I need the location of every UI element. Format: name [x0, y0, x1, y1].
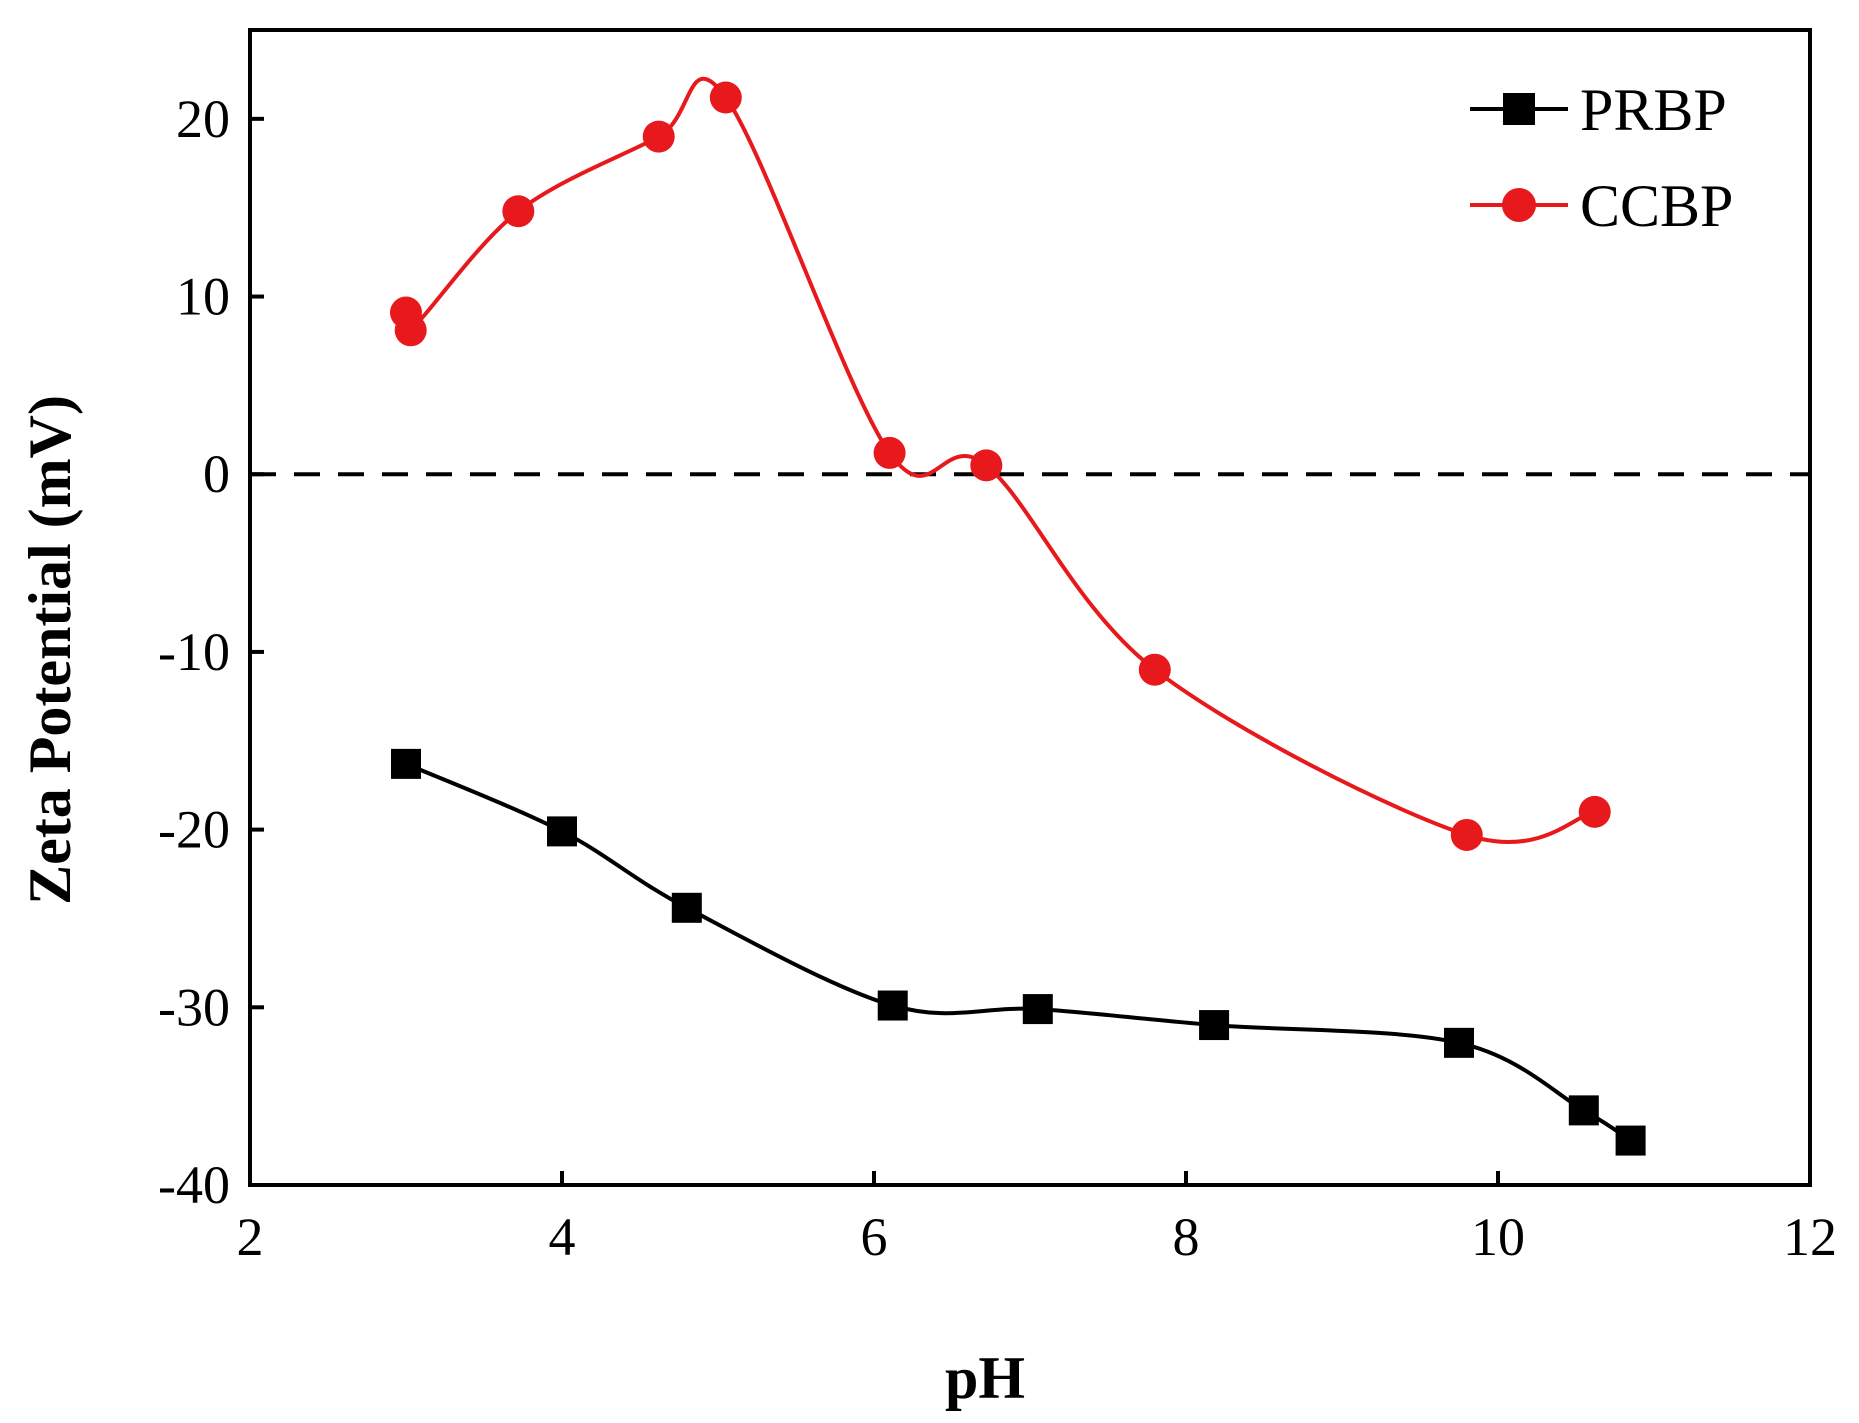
legend-label-ccbp: CCBP [1580, 173, 1733, 239]
data-point-prbp [1615, 1125, 1646, 1156]
data-point-prbp [671, 892, 702, 923]
data-point-ccbp [709, 81, 742, 114]
data-point-ccbp [502, 195, 535, 228]
series-line-prbp [405, 762, 1632, 1143]
x-tick-label: 12 [1783, 1207, 1837, 1267]
data-point-prbp [877, 990, 908, 1021]
plot-frame [248, 28, 1812, 1187]
x-axis-title: pH [945, 1345, 1025, 1411]
legend-label-prbp: PRBP [1580, 77, 1727, 143]
legend-marker-ccbp [1502, 188, 1536, 222]
y-axis-title: Zeta Potential (mV) [17, 395, 83, 905]
data-point-ccbp [1450, 818, 1483, 851]
data-point-ccbp [394, 314, 427, 347]
data-point-ccbp [1578, 795, 1611, 828]
data-point-ccbp [873, 436, 906, 469]
data-point-prbp [1199, 1010, 1230, 1041]
y-tick-label: -30 [158, 977, 230, 1037]
data-point-prbp [1444, 1027, 1474, 1058]
y-tick-label: 20 [176, 89, 230, 149]
y-tick-label: 10 [176, 267, 230, 327]
y-tick-label: -10 [158, 622, 230, 682]
x-tick-label: 6 [861, 1207, 888, 1267]
legend-marker-prbp [1503, 93, 1535, 125]
data-point-prbp [1022, 994, 1053, 1025]
data-point-ccbp [642, 120, 675, 153]
data-point-prbp [391, 748, 421, 779]
data-point-ccbp [1138, 653, 1171, 686]
y-tick-label: 0 [203, 444, 230, 504]
y-tick-label: -20 [158, 800, 230, 860]
x-tick-label: 10 [1471, 1207, 1525, 1267]
x-tick-label: 2 [237, 1207, 264, 1267]
series-layer [390, 76, 1646, 1156]
y-tick-label: -40 [158, 1155, 230, 1215]
x-tick-label: 8 [1173, 1207, 1200, 1267]
data-point-prbp [547, 816, 577, 847]
data-point-prbp [1568, 1095, 1599, 1126]
x-tick-label: 4 [549, 1207, 576, 1267]
tick-layer: 2 4 6 8 10 12 -40 -30 -20 -10 0 10 20 [158, 89, 1837, 1267]
legend: PRBP CCBP [1470, 77, 1733, 239]
data-point-ccbp [970, 449, 1003, 482]
